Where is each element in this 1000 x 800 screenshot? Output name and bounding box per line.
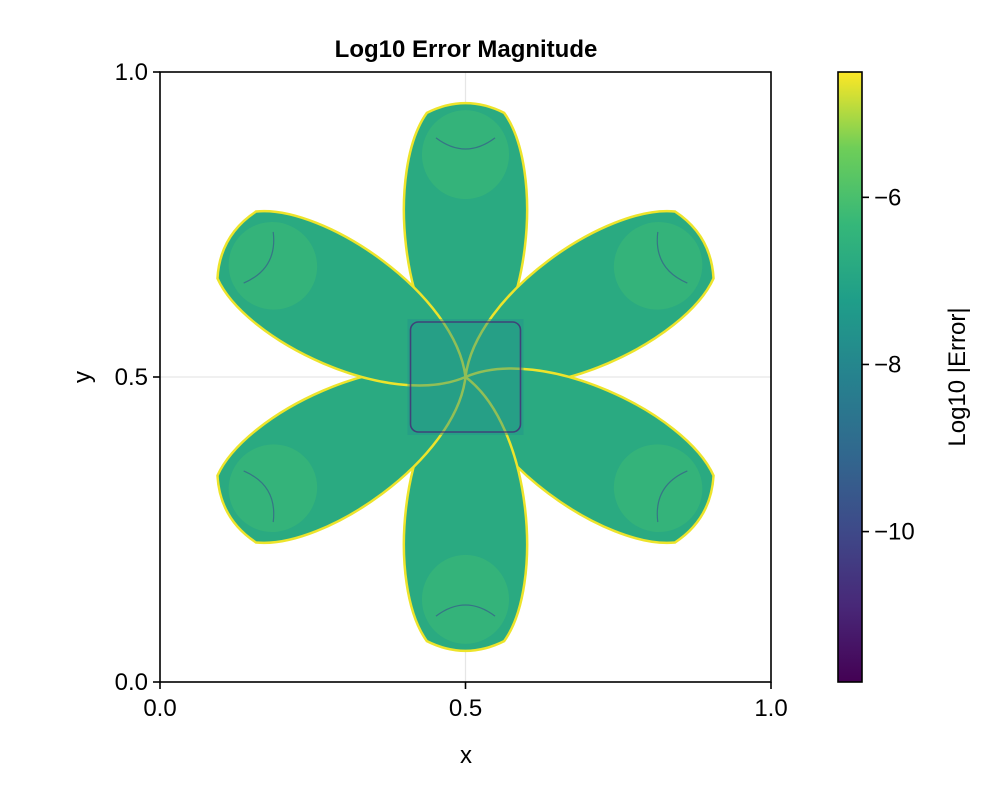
heatmap-shape	[216, 101, 715, 653]
petal-tip-1	[613, 222, 703, 310]
chart-title: Log10 Error Magnitude	[335, 36, 598, 63]
colorbar: −6 −8 −10 Log10 |Error|	[837, 71, 971, 683]
petal-tip-4	[228, 444, 318, 532]
petal-arc-4	[243, 470, 275, 523]
petal-2	[464, 367, 715, 545]
colorbar-label: Log10 |Error|	[944, 307, 971, 446]
petal-1	[464, 209, 715, 387]
plot-area: 0.0 0.5 1.0 0.0 0.5 1.0	[115, 59, 788, 722]
x-tick-label-0: 0.0	[143, 695, 176, 722]
petal-arc-1	[656, 231, 688, 284]
y-tick-label-1: 0.5	[115, 364, 148, 391]
y-tick-label-0: 0.0	[115, 669, 148, 696]
petal-tip-3	[421, 554, 510, 644]
colorbar-gradient	[837, 71, 863, 683]
petal-arc-2	[656, 470, 688, 523]
petal-5	[216, 209, 467, 387]
center-contour	[409, 321, 522, 433]
petal-tip-5	[228, 222, 318, 310]
petal-tip-2	[613, 444, 703, 532]
x-tick-label-1: 0.5	[449, 695, 482, 722]
x-tick-label-2: 1.0	[754, 695, 787, 722]
colorbar-tick-label-1: −8	[874, 351, 901, 378]
petal-arc-3	[435, 604, 496, 617]
petal-0	[402, 101, 529, 379]
y-axis-label: y	[69, 371, 96, 383]
colorbar-tick-label-2: −10	[874, 519, 915, 546]
y-axis-ticks: 0.0 0.5 1.0	[115, 59, 160, 696]
petal-arc-0	[435, 137, 496, 150]
y-tick-label-2: 1.0	[115, 59, 148, 86]
petal-tip-0	[421, 110, 510, 200]
center-region	[407, 318, 524, 436]
x-axis-label: x	[460, 742, 472, 769]
colorbar-tick-label-0: −6	[874, 184, 901, 211]
petal-4	[216, 367, 467, 545]
petal-3	[402, 375, 529, 653]
petal-arc-5	[243, 231, 275, 284]
colorbar-ticks: −6 −8 −10	[862, 184, 915, 546]
x-axis-ticks: 0.0 0.5 1.0	[143, 682, 788, 722]
